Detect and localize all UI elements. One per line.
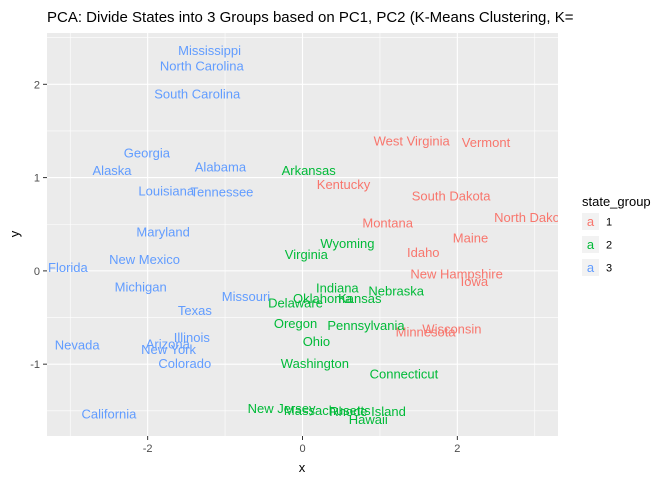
- state-label-california: California: [81, 407, 137, 422]
- major-gridlines: [47, 33, 558, 436]
- legend-title: state_group: [582, 194, 651, 209]
- legend-key-glyph: a: [587, 260, 595, 275]
- state-label-new-mexico: New Mexico: [109, 252, 180, 267]
- legend-key-box: [582, 259, 599, 276]
- x-tick-label: -2: [143, 443, 153, 455]
- y-tick-label: 2: [34, 79, 40, 91]
- legend-keys: a 1a 2a 3: [582, 213, 612, 276]
- state-label-west-virginia: West Virginia: [374, 133, 451, 148]
- state-label-montana: Montana: [362, 215, 413, 230]
- state-label-new-jersey: New Jersey: [248, 401, 316, 416]
- state-label-wyoming: Wyoming: [320, 236, 374, 251]
- state-label-vermont: Vermont: [462, 135, 511, 150]
- state-label-nevada: Nevada: [55, 338, 101, 353]
- state-label-nebraska: Nebraska: [368, 283, 424, 298]
- state-label-south-dakota: South Dakota: [412, 188, 492, 203]
- state-label-new-hampshire: New Hampshire: [410, 267, 502, 282]
- y-tick-label: -1: [30, 359, 40, 371]
- legend-key-glyph: a: [587, 214, 595, 229]
- x-tick-label: 2: [454, 443, 460, 455]
- state-label-maine: Maine: [453, 230, 488, 245]
- legend: state_group a 1a 2a 3: [582, 194, 651, 276]
- state-label-oklahoma: Oklahoma: [293, 291, 353, 306]
- chart-title: PCA: Divide States into 3 Groups based o…: [47, 9, 574, 26]
- state-label-maryland: Maryland: [136, 225, 189, 240]
- state-label-oregon: Oregon: [274, 316, 317, 331]
- legend-entry-label: 2: [606, 240, 612, 252]
- state-label-iowa: Iowa: [461, 274, 489, 289]
- legend-key-box: [582, 236, 599, 253]
- state-label-arizona: Arizona: [146, 337, 191, 352]
- x-axis-title: x: [299, 460, 306, 475]
- state-label-delaware: Delaware: [268, 296, 323, 311]
- state-label-missouri: Missouri: [222, 289, 271, 304]
- state-label-arkansas: Arkansas: [282, 163, 337, 178]
- state-label-kansas: Kansas: [338, 291, 382, 306]
- state-label-illinois: Illinois: [174, 330, 211, 345]
- state-label-michigan: Michigan: [115, 280, 167, 295]
- state-label-indiana: Indiana: [316, 281, 359, 296]
- state-label-pennsylvania: Pennsylvania: [327, 318, 405, 333]
- state-label-connecticut: Connecticut: [370, 366, 439, 381]
- state-label-ohio: Ohio: [303, 334, 330, 349]
- state-labels-layer: West Virginia Vermont Kentucky South Dakota…: [48, 43, 571, 427]
- state-label-georgia: Georgia: [124, 145, 171, 160]
- legend-key-glyph: a: [587, 237, 595, 252]
- state-label-north-carolina: North Carolina: [160, 59, 245, 74]
- state-label-alaska: Alaska: [93, 163, 133, 178]
- state-label-hawaii: Hawaii: [349, 412, 388, 427]
- state-label-kentucky: Kentucky: [317, 177, 371, 192]
- state-label-florida: Florida: [48, 260, 89, 275]
- legend-entry-label: 1: [606, 217, 612, 229]
- state-label-louisiana: Louisiana: [138, 184, 194, 199]
- legend-key-box: [582, 213, 599, 230]
- state-label-north-dakota: North Dakota: [494, 210, 571, 225]
- y-tick-label: 1: [34, 173, 40, 185]
- y-axis-title: y: [7, 230, 22, 237]
- state-label-colorado: Colorado: [158, 356, 211, 371]
- state-label-rhode-island: Rhode Island: [329, 404, 406, 419]
- state-label-wisconsin: Wisconsin: [422, 322, 481, 337]
- legend-entry-label: 3: [606, 263, 612, 275]
- state-label-washington: Washington: [281, 356, 349, 371]
- x-tick-label: 0: [299, 443, 305, 455]
- state-label-south-carolina: South Carolina: [154, 87, 241, 102]
- state-label-idaho: Idaho: [407, 245, 440, 260]
- y-tick-label: 0: [34, 266, 40, 278]
- state-label-tennessee: Tennessee: [191, 185, 254, 200]
- state-label-minnesota: Minnesota: [396, 325, 457, 340]
- state-label-mississippi: Mississippi: [178, 43, 241, 58]
- state-label-texas: Texas: [178, 303, 212, 318]
- state-label-new-york: New York: [141, 342, 196, 357]
- axis-ticks: -2 0 2 -1 0 1 2: [30, 79, 460, 455]
- state-label-massachusetts: Massachusetts: [284, 403, 371, 418]
- state-label-alabama: Alabama: [195, 159, 247, 174]
- state-label-virginia: Virginia: [285, 247, 329, 262]
